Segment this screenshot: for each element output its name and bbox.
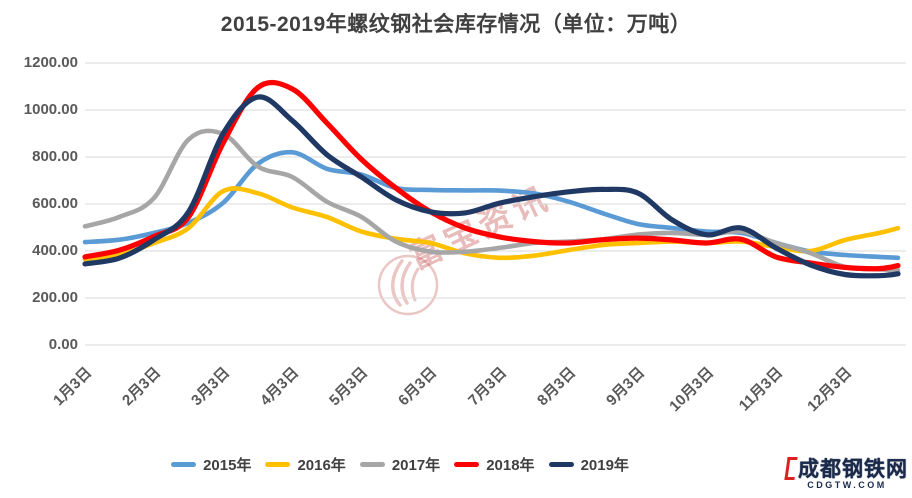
legend-label: 2015年 xyxy=(203,457,252,474)
legend-line-marker xyxy=(171,462,197,467)
series-line-2018年 xyxy=(82,79,901,272)
brand-logo: 成都钢铁网 CDGTW.COM xyxy=(784,453,908,490)
legend-label: 2017年 xyxy=(391,457,441,474)
series-line-2019年 xyxy=(82,94,901,279)
y-axis-label: 400.00 xyxy=(32,242,78,259)
chart-title: 2015-2019年螺纹钢社会库存情况（单位：万吨） xyxy=(220,13,692,36)
y-axis-label: 0.00 xyxy=(48,336,78,353)
legend-item-2019年: 2019年 xyxy=(548,454,629,475)
legend-item-2015年: 2015年 xyxy=(171,454,251,475)
brand-domain: CDGTW.COM xyxy=(807,480,887,490)
legend-line-marker xyxy=(548,462,574,467)
y-axis-label: 800.00 xyxy=(32,148,78,165)
legend-item-2018年: 2018年 xyxy=(454,454,535,475)
legend-line-marker xyxy=(265,462,291,467)
red-bracket-icon xyxy=(784,456,798,480)
legend-label: 2018年 xyxy=(486,457,535,474)
legend-item-2017年: 2017年 xyxy=(359,454,441,475)
legend: 2015年 2016年 2017年 2018年 2019年 xyxy=(0,454,800,475)
y-axis-label: 200.00 xyxy=(32,289,78,306)
legend-line-marker xyxy=(454,462,480,467)
y-axis-label: 600.00 xyxy=(32,195,78,212)
brand-name: 成都钢铁网 xyxy=(798,458,908,481)
y-axis-label: 1200.00 xyxy=(23,54,78,71)
legend-label: 2016年 xyxy=(297,457,346,474)
legend-item-2016年: 2016年 xyxy=(265,454,346,475)
legend-label: 2019年 xyxy=(580,457,629,474)
y-axis-label: 1000.00 xyxy=(23,101,78,118)
legend-line-marker xyxy=(359,462,385,467)
